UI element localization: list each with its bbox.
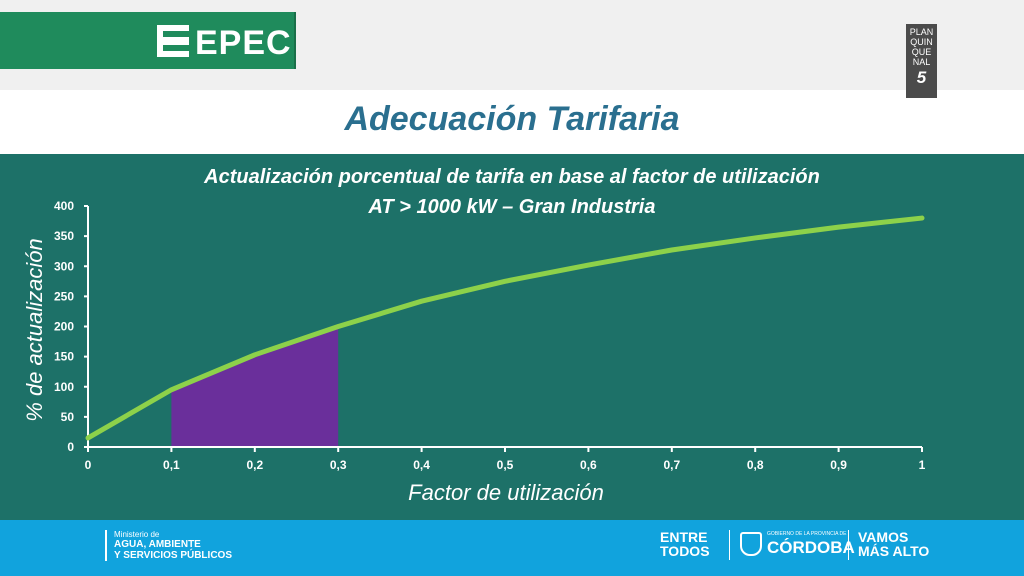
badge-line: PLAN bbox=[909, 27, 934, 37]
footer-divider bbox=[848, 530, 849, 560]
slide-title: Adecuación Tarifaria bbox=[344, 100, 680, 138]
vamos-line-1: VAMOS bbox=[858, 529, 909, 545]
cordoba-small-text: GOBIERNO DE LA PROVINCIA DE bbox=[767, 531, 847, 537]
epec-logo-text: EPEC bbox=[195, 24, 292, 62]
vamos-mas-alto-logo: VAMOS MÁS ALTO bbox=[858, 530, 929, 558]
entre-todos-logo: ENTRE TODOS bbox=[660, 530, 710, 558]
y-axis-label: % de actualización bbox=[22, 238, 47, 421]
x-tick-label: 0,9 bbox=[830, 458, 847, 472]
badge-line: QUIN bbox=[910, 37, 933, 47]
x-tick-label: 0 bbox=[85, 458, 92, 472]
badge-line: NAL bbox=[912, 57, 931, 67]
y-tick-label: 300 bbox=[54, 259, 74, 273]
y-tick-label: 250 bbox=[54, 289, 74, 303]
footer-divider bbox=[729, 530, 730, 560]
line-chart: Actualización porcentual de tarifa en ba… bbox=[22, 166, 926, 505]
footer-band bbox=[0, 520, 1024, 576]
badge-line: QUE bbox=[911, 47, 932, 57]
y-tick-label: 150 bbox=[54, 350, 74, 364]
x-tick-label: 0,4 bbox=[413, 458, 430, 472]
ministry-logo: Ministerio de AGUA, AMBIENTE Y SERVICIOS… bbox=[105, 530, 232, 561]
chart-title: Actualización porcentual de tarifa en ba… bbox=[203, 166, 820, 188]
vamos-line-2: MÁS ALTO bbox=[858, 543, 930, 559]
x-tick-label: 0,8 bbox=[747, 458, 764, 472]
ministry-small-text: Ministerio de bbox=[114, 530, 160, 539]
shaded-area bbox=[171, 326, 339, 447]
epec-logo-icon bbox=[157, 25, 189, 57]
cordoba-shield-icon bbox=[740, 532, 762, 556]
series-line bbox=[85, 215, 925, 441]
ministry-line-1: AGUA, AMBIENTE bbox=[114, 539, 201, 550]
y-tick-label: 200 bbox=[54, 320, 74, 334]
y-tick-label: 0 bbox=[67, 440, 74, 454]
chart-panel bbox=[0, 154, 1024, 520]
y-tick-label: 100 bbox=[54, 380, 74, 394]
epec-logo bbox=[0, 12, 296, 69]
ministry-line-2: Y SERVICIOS PÚBLICOS bbox=[114, 550, 232, 561]
x-tick-label: 0,6 bbox=[580, 458, 597, 472]
y-tick-label: 400 bbox=[54, 199, 74, 213]
entre-line-2: TODOS bbox=[660, 543, 710, 559]
cordoba-text: CÓRDOBA bbox=[767, 538, 855, 557]
x-tick-label: 0,2 bbox=[246, 458, 263, 472]
x-tick-label: 0,7 bbox=[663, 458, 680, 472]
cordoba-logo: GOBIERNO DE LA PROVINCIA DE CÓRDOBA bbox=[767, 531, 855, 557]
chart-subtitle: AT > 1000 kW – Gran Industria bbox=[368, 196, 656, 218]
plot-area: 0 50 100 150 200 250 300 350 400 0 0,1 0,2 0,3 0,4 0,5… bbox=[54, 199, 926, 472]
y-tick-label: 50 bbox=[61, 410, 75, 424]
badge-number: 5 bbox=[916, 68, 927, 87]
plan-quinquenal-badge: PLAN QUIN QUE NAL 5 bbox=[906, 24, 937, 98]
x-tick-label: 0,3 bbox=[330, 458, 347, 472]
x-tick-label: 0,1 bbox=[163, 458, 180, 472]
y-tick-label: 350 bbox=[54, 229, 74, 243]
x-tick-label: 0,5 bbox=[497, 458, 514, 472]
entre-line-1: ENTRE bbox=[660, 529, 708, 545]
x-axis-label: Factor de utilización bbox=[408, 480, 604, 505]
x-tick-label: 1 bbox=[919, 458, 926, 472]
